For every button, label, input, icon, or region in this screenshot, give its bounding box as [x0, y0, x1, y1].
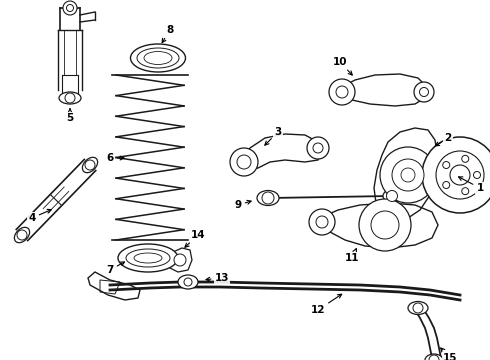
Circle shape	[392, 159, 424, 191]
Text: 4: 4	[28, 210, 51, 223]
Ellipse shape	[126, 249, 170, 267]
Text: 15: 15	[441, 348, 457, 360]
Circle shape	[422, 137, 490, 213]
Ellipse shape	[118, 244, 178, 272]
Text: 11: 11	[345, 249, 359, 263]
Circle shape	[380, 147, 436, 203]
Ellipse shape	[383, 189, 401, 202]
Circle shape	[67, 4, 74, 12]
Circle shape	[309, 209, 335, 235]
Circle shape	[450, 165, 470, 185]
Circle shape	[443, 162, 450, 168]
Circle shape	[174, 254, 186, 266]
Text: 6: 6	[106, 153, 124, 163]
Circle shape	[414, 82, 434, 102]
Circle shape	[307, 137, 329, 159]
Text: 12: 12	[311, 294, 342, 315]
Circle shape	[359, 199, 411, 251]
Circle shape	[371, 211, 399, 239]
Text: 7: 7	[106, 262, 124, 275]
Circle shape	[184, 278, 192, 286]
Ellipse shape	[137, 48, 179, 68]
Circle shape	[443, 181, 450, 189]
Circle shape	[17, 230, 27, 240]
Circle shape	[462, 188, 469, 195]
Circle shape	[436, 151, 484, 199]
Text: 14: 14	[185, 230, 205, 247]
Circle shape	[336, 86, 348, 98]
Circle shape	[473, 171, 481, 179]
Ellipse shape	[425, 354, 443, 360]
Circle shape	[316, 216, 328, 228]
Circle shape	[262, 192, 274, 204]
Text: 1: 1	[459, 177, 484, 193]
Text: 3: 3	[265, 127, 282, 145]
Ellipse shape	[59, 92, 81, 104]
Ellipse shape	[14, 227, 29, 243]
Ellipse shape	[144, 51, 172, 64]
Ellipse shape	[178, 275, 198, 289]
Circle shape	[329, 79, 355, 105]
Text: 13: 13	[206, 273, 229, 283]
Circle shape	[429, 355, 439, 360]
Text: 10: 10	[333, 57, 352, 75]
Circle shape	[65, 93, 75, 103]
Ellipse shape	[134, 253, 162, 263]
Ellipse shape	[257, 190, 279, 206]
Text: 9: 9	[234, 200, 251, 210]
Circle shape	[237, 155, 251, 169]
Circle shape	[419, 87, 428, 96]
Circle shape	[63, 1, 77, 15]
Circle shape	[85, 160, 95, 170]
Circle shape	[230, 148, 258, 176]
Text: 8: 8	[162, 25, 173, 42]
Circle shape	[313, 143, 323, 153]
Text: 5: 5	[66, 109, 74, 123]
Ellipse shape	[82, 157, 98, 173]
Circle shape	[413, 303, 423, 313]
Ellipse shape	[130, 44, 186, 72]
Circle shape	[401, 168, 415, 182]
Circle shape	[387, 190, 397, 202]
Ellipse shape	[408, 302, 428, 315]
Text: 2: 2	[436, 133, 452, 146]
Circle shape	[462, 155, 469, 162]
